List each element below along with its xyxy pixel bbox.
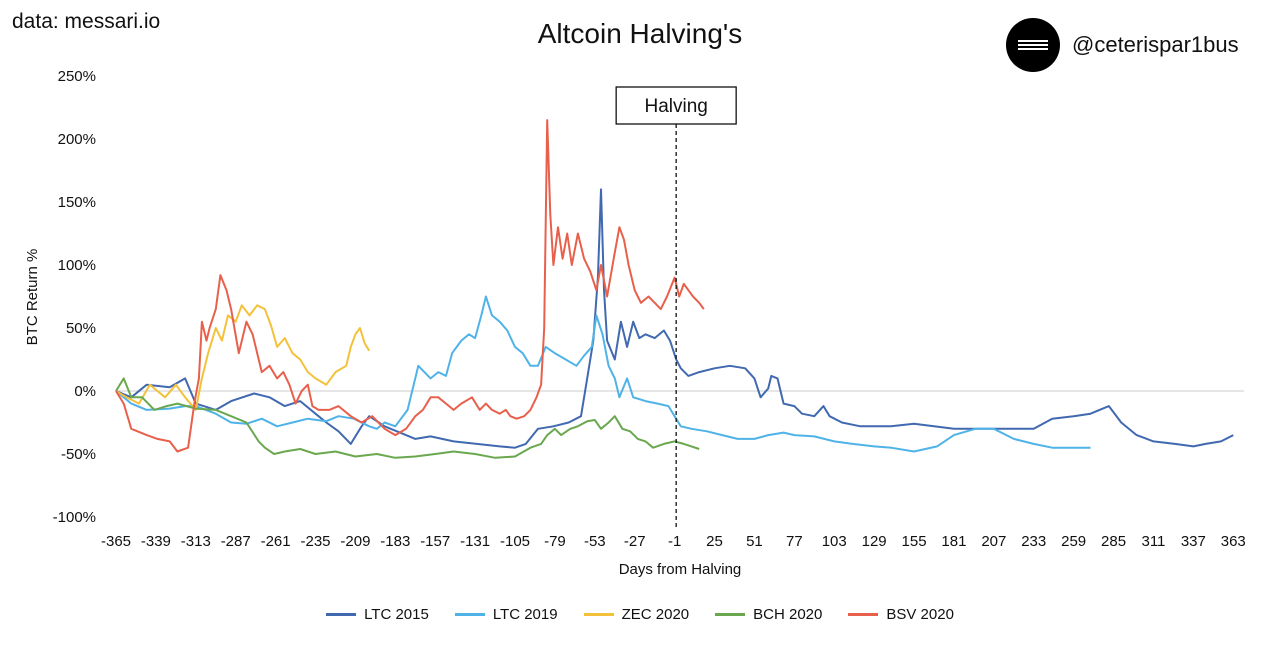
x-tick-label: -105 xyxy=(500,533,530,550)
legend-item: ZEC 2020 xyxy=(583,606,690,623)
legend-swatch xyxy=(454,613,485,616)
x-tick-label: -339 xyxy=(141,533,171,550)
x-tick-label: 129 xyxy=(862,533,887,550)
x-tick-label: -313 xyxy=(181,533,211,550)
legend-label: BCH 2020 xyxy=(753,606,823,623)
y-tick-label: -50% xyxy=(61,446,96,463)
x-tick-label: 311 xyxy=(1141,533,1165,550)
x-tick-label: -79 xyxy=(544,533,566,550)
legend-label: LTC 2019 xyxy=(492,606,558,623)
chart-legend: LTC 2015 LTC 2019 ZEC 2020 BCH 2020 BSV 2020 xyxy=(0,606,1280,623)
y-axis-title: BTC Return % xyxy=(24,249,41,346)
legend-swatch xyxy=(326,613,357,616)
legend-item: BCH 2020 xyxy=(715,606,822,623)
chart-axes: -100% -50% 0% 50% 100% 150% 200% 250% -365 -339 -3… xyxy=(24,68,1246,578)
x-tick-label: -209 xyxy=(340,533,370,550)
x-tick-label: 25 xyxy=(706,533,723,550)
chart-title: Altcoin Halving's xyxy=(537,18,743,49)
series-line-ltc-2015 xyxy=(115,188,1234,449)
x-tick-label: -183 xyxy=(380,533,410,550)
halving-label: Halving xyxy=(644,96,707,117)
legend-label: ZEC 2020 xyxy=(621,606,690,623)
legend-swatch xyxy=(715,613,746,616)
x-tick-label: -27 xyxy=(624,533,646,550)
legend-swatch xyxy=(848,613,879,616)
legend-item: LTC 2019 xyxy=(454,606,558,623)
x-tick-label: -131 xyxy=(460,533,490,550)
x-tick-label: 103 xyxy=(822,533,847,550)
y-tick-label: -100% xyxy=(53,509,96,526)
x-tick-label: 155 xyxy=(902,533,927,550)
legend-swatch xyxy=(583,613,614,616)
x-tick-label: -1 xyxy=(668,533,681,550)
y-tick-label: 100% xyxy=(58,257,96,274)
x-tick-label: 77 xyxy=(786,533,803,550)
x-tick-label: -235 xyxy=(300,533,330,550)
x-tick-label: 207 xyxy=(981,533,1006,550)
y-tick-label: 150% xyxy=(58,194,96,211)
author-badge: @ceterispar1bus xyxy=(1006,18,1239,72)
x-tick-label: 181 xyxy=(941,533,966,550)
x-axis-title: Days from Halving xyxy=(619,561,742,578)
author-handle: @ceterispar1bus xyxy=(1072,32,1239,57)
series-line-bch-2020 xyxy=(115,377,700,459)
x-tick-label: 363 xyxy=(1221,533,1246,550)
y-tick-label: 0% xyxy=(74,383,96,400)
halving-label-box xyxy=(615,86,737,125)
x-tick-label: -53 xyxy=(584,533,606,550)
brand-logo-icon xyxy=(1006,18,1060,72)
series-line-ltc-2019 xyxy=(115,295,1091,453)
x-tick-label: -365 xyxy=(101,533,131,550)
legend-item: LTC 2015 xyxy=(326,606,429,623)
x-tick-label: -287 xyxy=(221,533,251,550)
x-tick-label: 337 xyxy=(1181,533,1206,550)
chart-series xyxy=(115,119,1234,459)
series-line-zec-2020 xyxy=(115,304,371,411)
data-source-label: data: messari.io xyxy=(12,10,161,33)
legend-label: BSV 2020 xyxy=(886,606,954,623)
x-tick-label: 233 xyxy=(1021,533,1046,550)
y-tick-label: 200% xyxy=(58,131,96,148)
x-tick-label: -157 xyxy=(420,533,450,550)
x-tick-label: -261 xyxy=(261,533,291,550)
x-tick-label: 51 xyxy=(746,533,763,550)
y-tick-label: 50% xyxy=(66,320,96,337)
x-tick-label: 285 xyxy=(1101,533,1126,550)
chart-annotations: Halving xyxy=(615,86,737,528)
series-line-bsv-2020 xyxy=(115,119,705,453)
legend-label: LTC 2015 xyxy=(364,606,429,623)
y-tick-label: 250% xyxy=(58,68,96,85)
x-tick-label: 259 xyxy=(1061,533,1086,550)
legend-item: BSV 2020 xyxy=(848,606,954,623)
